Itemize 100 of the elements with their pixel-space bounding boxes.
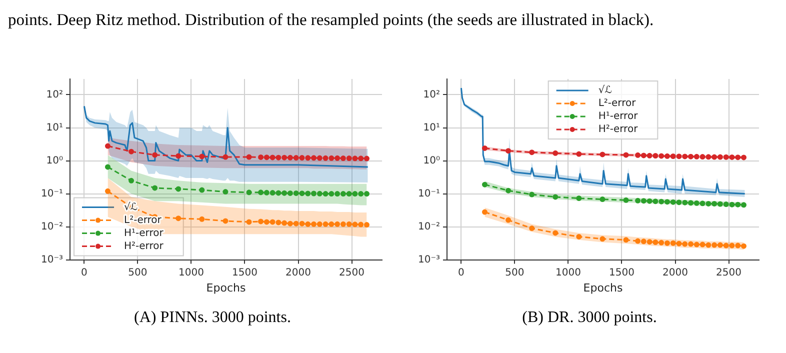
point <box>699 154 705 160</box>
point <box>640 198 646 204</box>
y-tick-label: 10² <box>46 89 63 100</box>
point <box>352 191 358 197</box>
point <box>622 197 628 203</box>
point <box>152 152 158 158</box>
point <box>364 222 369 228</box>
point <box>258 218 264 224</box>
point <box>740 154 746 160</box>
point <box>358 222 364 228</box>
point <box>705 154 711 160</box>
legend-label: L²-error <box>124 214 162 226</box>
point <box>688 154 694 160</box>
point <box>658 240 664 246</box>
point <box>328 155 334 161</box>
point <box>682 241 688 247</box>
point <box>340 191 346 197</box>
point <box>688 241 694 247</box>
point <box>658 198 664 204</box>
point <box>269 190 275 196</box>
point <box>310 190 316 196</box>
x-tick-label: 0 <box>458 267 464 278</box>
point <box>676 240 682 246</box>
point <box>246 154 252 160</box>
point <box>298 220 304 226</box>
point <box>646 152 652 158</box>
y-tick-label: 10¹ <box>422 122 440 134</box>
point <box>576 196 582 202</box>
point <box>322 155 328 161</box>
point <box>576 151 582 157</box>
point <box>576 234 582 240</box>
point <box>640 238 646 244</box>
point <box>334 191 340 197</box>
point <box>281 154 287 160</box>
point <box>222 154 228 160</box>
legend-label: H¹-error <box>598 111 638 122</box>
legend-label: H¹-error <box>124 228 164 239</box>
y-tick-label: 10⁻¹ <box>417 188 440 200</box>
point <box>128 148 134 154</box>
point <box>728 154 734 160</box>
point <box>352 222 358 228</box>
point <box>310 221 316 227</box>
point <box>528 192 534 198</box>
point <box>728 202 734 208</box>
legend-label: H²-error <box>598 124 638 136</box>
point <box>705 200 711 206</box>
point <box>552 230 558 236</box>
legend-label: L²-error <box>598 98 636 110</box>
point <box>634 198 640 204</box>
point <box>328 221 334 227</box>
point <box>646 198 652 204</box>
point <box>740 202 746 208</box>
x-tick-label: 2500 <box>338 267 364 278</box>
point <box>699 242 705 248</box>
x-tick-label: 2500 <box>716 267 741 278</box>
point <box>292 190 298 196</box>
x-tick-label: 1000 <box>554 267 580 278</box>
point <box>699 200 705 206</box>
point <box>258 154 264 160</box>
legend-label: √ℒ <box>598 84 612 96</box>
y-tick-label: 10⁻³ <box>40 254 63 266</box>
point <box>340 221 346 227</box>
x-axis-title: Epochs <box>206 281 246 294</box>
point <box>298 190 304 196</box>
y-tick-label: 10² <box>422 89 440 100</box>
x-tick-label: 500 <box>128 267 147 278</box>
point <box>676 154 682 160</box>
point <box>688 200 694 206</box>
point <box>505 148 511 154</box>
point <box>316 190 322 196</box>
point <box>599 236 605 242</box>
x-tick-label: 2000 <box>662 267 688 278</box>
point <box>505 188 511 194</box>
point <box>263 154 269 160</box>
point <box>552 194 558 200</box>
point <box>269 154 275 160</box>
text: points. Deep Ritz method. Distribution of the resampled points (the seeds are illustrated in black). <box>8 9 655 31</box>
point <box>622 237 628 243</box>
point <box>658 153 664 159</box>
point <box>258 190 264 196</box>
point <box>505 217 511 223</box>
point <box>281 220 287 226</box>
point <box>275 220 281 226</box>
point <box>334 221 340 227</box>
point <box>552 150 558 156</box>
point <box>281 190 287 196</box>
point <box>304 155 310 161</box>
point <box>711 200 717 206</box>
point <box>322 221 328 227</box>
y-tick-label: 10⁰ <box>46 155 63 166</box>
point <box>722 154 728 160</box>
point <box>622 152 628 158</box>
point <box>298 155 304 161</box>
point <box>358 156 364 162</box>
point <box>734 154 740 160</box>
point <box>222 189 228 195</box>
point <box>364 191 369 197</box>
point <box>328 191 334 197</box>
point <box>346 156 352 162</box>
point <box>152 185 158 191</box>
